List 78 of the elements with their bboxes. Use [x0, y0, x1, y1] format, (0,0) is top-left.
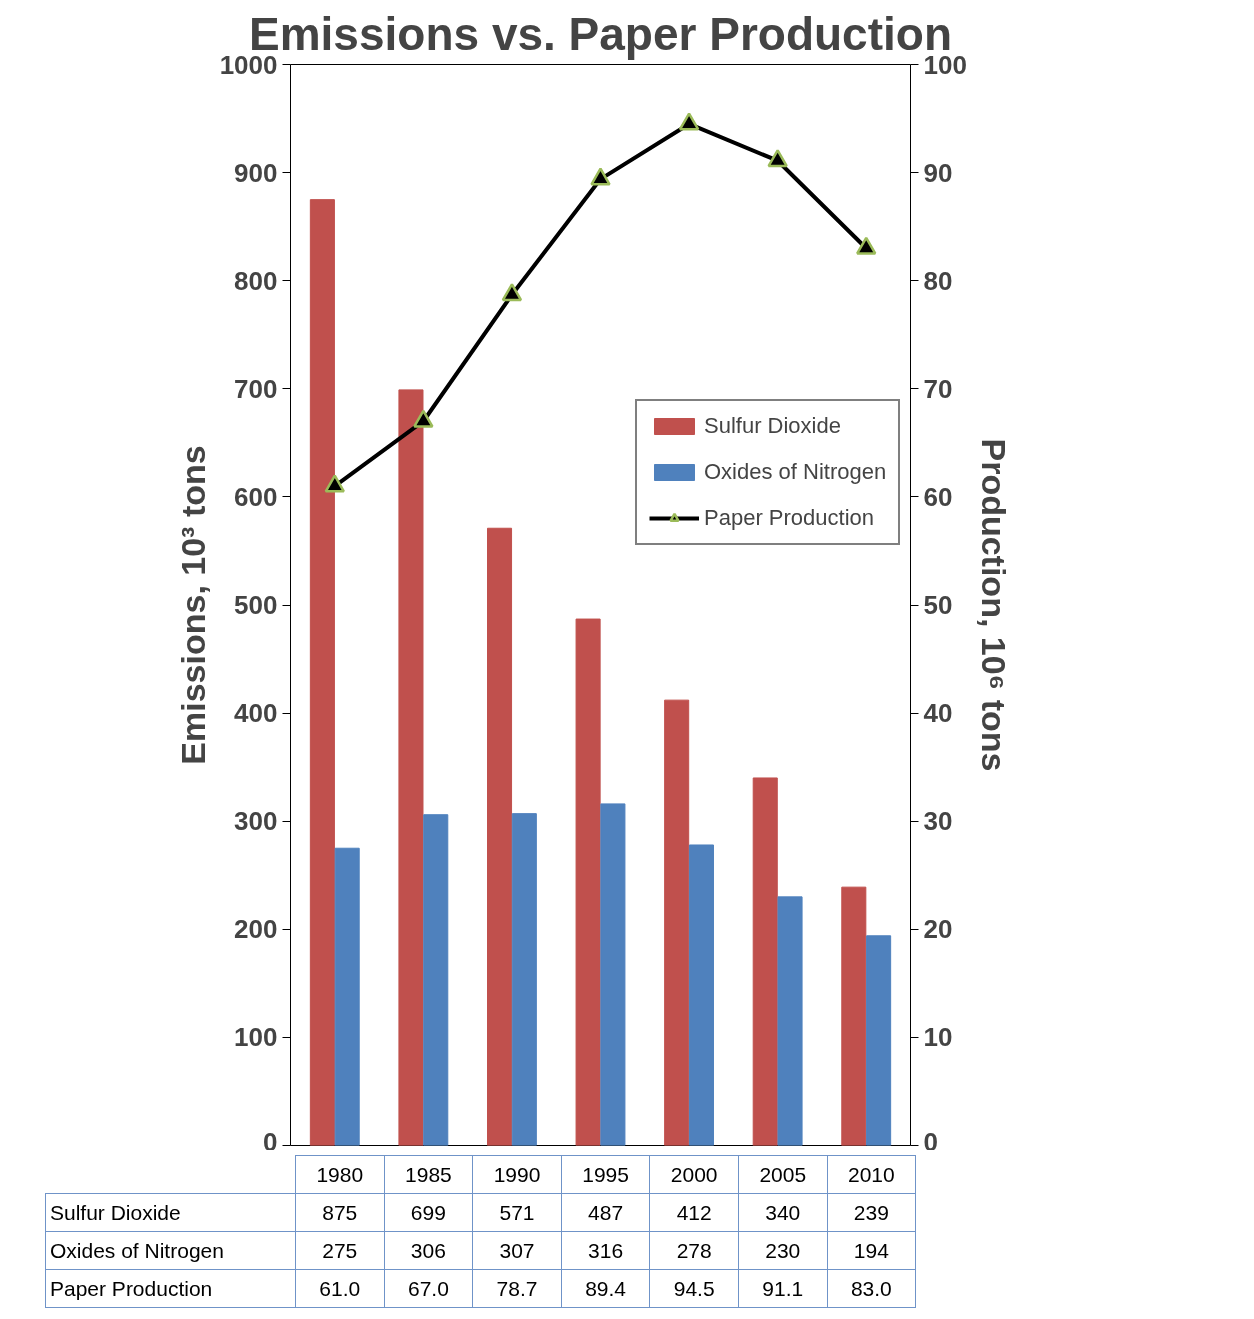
y-axis-title: Emissions, 10³ tons	[173, 445, 212, 765]
legend-label: Paper Production	[704, 505, 874, 531]
bar	[487, 527, 513, 1146]
y-tick-label: 900	[234, 157, 278, 188]
bar	[398, 389, 424, 1146]
x-tick-label: 1990	[472, 1155, 562, 1194]
data-label: 875	[295, 1193, 385, 1232]
data-label: 275	[295, 1231, 385, 1270]
text: Paper Production	[50, 1276, 213, 1300]
x-tick-label: 1995	[561, 1155, 650, 1194]
y2-tick-label: 100	[923, 49, 967, 80]
point	[678, 112, 700, 131]
bar	[866, 935, 892, 1146]
bar	[309, 199, 335, 1146]
y2-axis-title: Production, 10⁶ tons	[974, 438, 1013, 772]
data-label: 487	[561, 1193, 650, 1232]
bar	[777, 896, 803, 1146]
point	[767, 149, 788, 168]
y2-tick-label: 40	[923, 698, 953, 729]
data-label: 239	[827, 1193, 916, 1232]
data-label: 699	[384, 1193, 473, 1232]
y-tick-label: 500	[234, 590, 278, 620]
data-label: 307	[472, 1231, 562, 1270]
text: Sulfur Dioxide	[50, 1200, 181, 1224]
data-label: 83.0	[827, 1269, 916, 1308]
y-tick-label: 200	[234, 914, 278, 945]
data-label: 278	[649, 1231, 739, 1270]
y2-tick-label: 20	[923, 914, 953, 945]
x-tick-label: 2010	[827, 1155, 916, 1194]
y-tick-label: 300	[234, 806, 278, 837]
bar	[664, 699, 690, 1146]
y-tick-label: 700	[234, 373, 278, 404]
data-label: 194	[827, 1231, 916, 1270]
y-tick-label: 800	[234, 265, 278, 296]
y-tick-label: 100	[234, 1022, 278, 1053]
point	[590, 167, 611, 186]
text: Oxides of Nitrogen	[50, 1238, 224, 1262]
bar	[600, 803, 626, 1146]
y2-tick-label: 90	[923, 157, 953, 188]
y2-tick-label: 30	[923, 806, 953, 837]
data-label: 94.5	[649, 1269, 739, 1308]
bar	[688, 844, 714, 1146]
y-tick-label: 600	[234, 481, 278, 512]
y2-tick-label: 0	[923, 1126, 938, 1157]
y2-tick-label: 60	[923, 481, 953, 512]
data-label: 306	[384, 1231, 473, 1270]
x-tick-label: 1980	[295, 1155, 385, 1194]
bar	[511, 813, 537, 1146]
data-label: 67.0	[384, 1269, 473, 1308]
y2-tick-label: 80	[923, 265, 953, 296]
x-tick-label: 2000	[649, 1155, 739, 1194]
legend-label: Sulfur Dioxide	[704, 413, 841, 439]
bar	[334, 847, 360, 1146]
data-label: 571	[472, 1193, 562, 1232]
y-tick-label: 400	[234, 698, 278, 729]
bar	[423, 814, 449, 1146]
y2-tick-label: 10	[923, 1022, 953, 1053]
data-label: 230	[738, 1231, 828, 1270]
y-tick-label: 0	[263, 1126, 278, 1157]
y2-tick-label: 50	[923, 590, 953, 620]
data-label: 89.4	[561, 1269, 650, 1308]
data-label: 78.7	[472, 1269, 562, 1308]
bar	[841, 886, 867, 1146]
x-tick-label: 2005	[738, 1155, 828, 1194]
y2-tick-label: 70	[923, 373, 953, 404]
bar	[575, 618, 601, 1146]
point	[413, 409, 434, 428]
data-label: 61.0	[295, 1269, 385, 1308]
data-label: 340	[738, 1193, 828, 1232]
legend-label: Oxides of Nitrogen	[704, 459, 887, 485]
bar	[752, 777, 778, 1146]
data-label: 316	[561, 1231, 650, 1270]
data-label: 412	[649, 1193, 739, 1232]
point	[324, 474, 346, 493]
point	[501, 283, 523, 302]
data-label: 91.1	[738, 1269, 828, 1308]
x-tick-label: 1985	[384, 1155, 473, 1194]
point	[855, 236, 877, 255]
